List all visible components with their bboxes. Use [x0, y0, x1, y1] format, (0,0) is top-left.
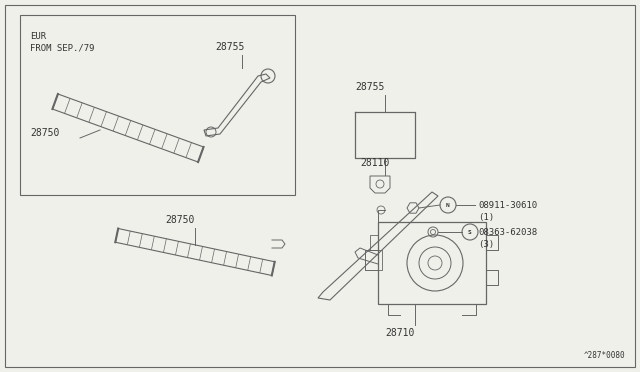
Text: (3): (3) — [478, 240, 494, 248]
Text: 08363-62038: 08363-62038 — [478, 228, 537, 237]
Text: EUR
FROM SEP./79: EUR FROM SEP./79 — [30, 32, 95, 53]
Text: N: N — [446, 202, 450, 208]
Text: 28110: 28110 — [360, 158, 389, 168]
Text: 28750: 28750 — [165, 215, 195, 225]
Text: 28755: 28755 — [215, 42, 244, 52]
Text: ^287*0080: ^287*0080 — [584, 351, 625, 360]
Text: 08911-30610: 08911-30610 — [478, 201, 537, 209]
Text: 28750: 28750 — [30, 128, 60, 138]
Text: S: S — [468, 230, 472, 234]
Text: (1): (1) — [478, 212, 494, 221]
Text: 28710: 28710 — [385, 328, 414, 338]
Bar — [20, 15, 295, 195]
Text: 28755: 28755 — [355, 82, 385, 92]
Bar — [378, 222, 486, 304]
